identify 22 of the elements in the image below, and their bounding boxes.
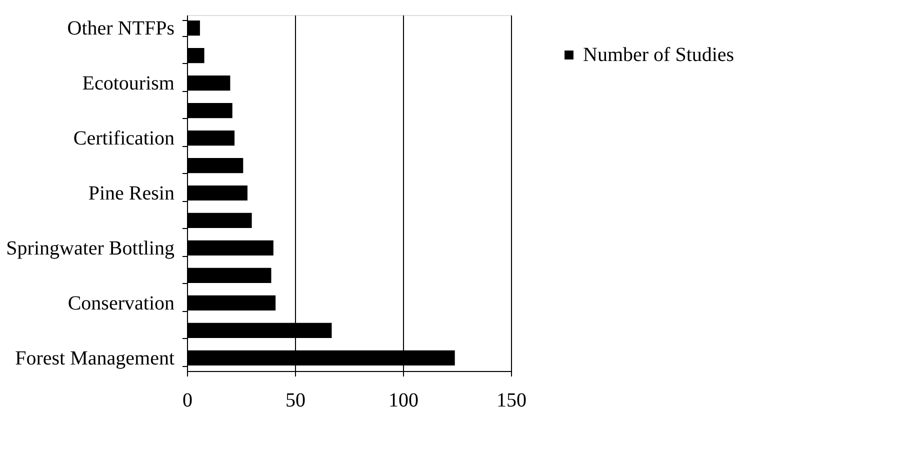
bar xyxy=(187,268,272,284)
bar xyxy=(187,240,274,256)
bar xyxy=(187,295,276,311)
bar xyxy=(187,212,252,228)
y-tick-label: Forest Management xyxy=(15,347,175,370)
bar xyxy=(187,158,244,174)
y-tick-label: Conservation xyxy=(68,292,174,314)
y-tick-label: Certification xyxy=(73,128,174,150)
y-tick-label: Other NTFPs xyxy=(67,18,175,40)
y-tick-label: Ecotourism xyxy=(82,72,175,95)
x-tick-label: 0 xyxy=(182,390,192,412)
bar xyxy=(187,185,248,201)
x-tick-label: 100 xyxy=(388,390,418,412)
legend-label: Number of Studies xyxy=(583,44,734,66)
x-tick-label: 50 xyxy=(286,390,306,412)
bar xyxy=(187,75,230,91)
y-tick-label: Pine Resin xyxy=(88,182,174,204)
y-tick-label: Springwater Bottling xyxy=(6,237,174,260)
bar xyxy=(187,48,204,64)
x-tick-label: 150 xyxy=(496,390,526,412)
bar xyxy=(187,102,232,118)
bar xyxy=(187,130,235,146)
